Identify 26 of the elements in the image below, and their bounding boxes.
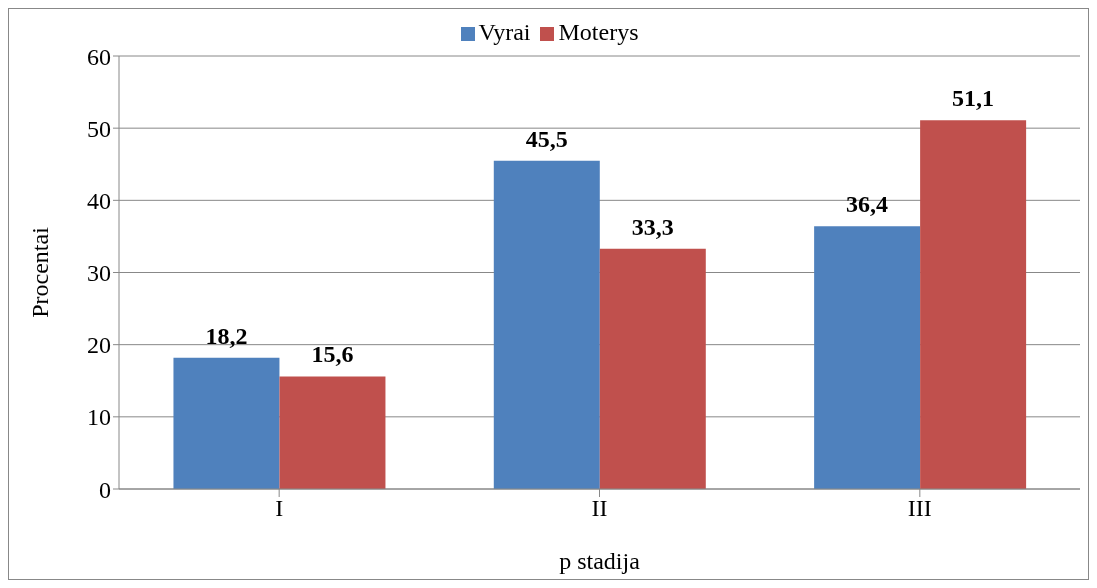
data-label: 18,2 — [205, 322, 248, 349]
y-tick-label: 10 — [87, 404, 111, 431]
y-tick-label: 30 — [87, 260, 111, 287]
bar — [493, 160, 600, 489]
data-label: 45,5 — [525, 125, 568, 152]
y-tick-label: 50 — [87, 115, 111, 142]
data-label: 36,4 — [846, 191, 889, 218]
data-label: 15,6 — [311, 341, 354, 368]
x-tick-label: I — [275, 495, 284, 522]
y-axis-title: Procentai — [26, 226, 53, 318]
data-label: 33,3 — [631, 213, 674, 240]
y-tick-label: 60 — [87, 43, 111, 70]
bar — [599, 248, 706, 489]
x-tick-label: II — [591, 495, 608, 522]
y-tick-label: 0 — [99, 476, 111, 503]
x-axis-title: p stadija — [559, 548, 641, 574]
y-tick-label: 40 — [87, 187, 111, 214]
bar — [279, 376, 386, 489]
bar — [814, 226, 921, 489]
legend-label: Vyrai — [478, 19, 531, 45]
legend-label: Moterys — [558, 19, 639, 45]
x-tick-label: III — [907, 495, 932, 522]
y-tick-label: 20 — [87, 332, 111, 359]
bar — [173, 357, 280, 489]
data-label: 51,1 — [952, 85, 995, 112]
bar — [920, 120, 1027, 489]
